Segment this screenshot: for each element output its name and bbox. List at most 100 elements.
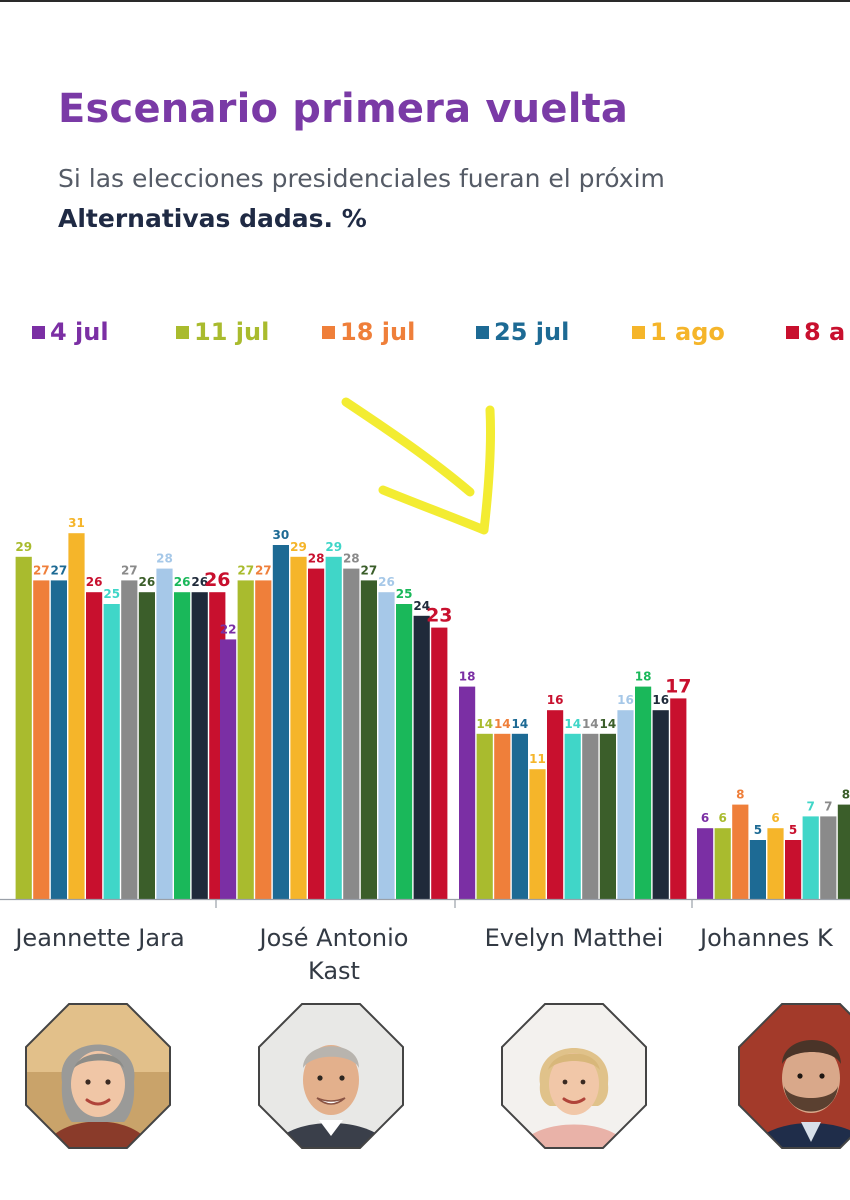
top-border	[0, 0, 850, 2]
value-label-0-8: 26	[139, 575, 156, 589]
bar-0-4	[68, 533, 85, 899]
legend-swatch	[476, 325, 489, 339]
value-label-3-2: 8	[736, 788, 744, 802]
bar-1-11	[413, 615, 430, 899]
candidate-name-line: Jeannette Jara	[15, 924, 185, 952]
candidate-name-line: Evelyn Matthei	[484, 924, 664, 952]
legend-label: 11 jul	[194, 318, 270, 346]
bar-2-5	[547, 710, 564, 899]
legend-item-11-jul: 11 jul	[176, 318, 269, 346]
chart-subtitle: Si las elecciones presidenciales fueran …	[58, 164, 665, 193]
bar-0-8	[138, 592, 155, 899]
value-label-0-5: 26	[86, 575, 103, 589]
chart-subtitle-units: Alternativas dadas. %	[58, 204, 367, 233]
candidate-label-kast: José Antonio Kast	[216, 922, 452, 988]
candidate-name-line: Johannes K	[700, 924, 833, 952]
bar-0-9	[156, 568, 173, 899]
value-label-3-6: 7	[807, 799, 815, 813]
bar-3-8	[837, 804, 850, 899]
avatar-kast	[257, 1002, 405, 1150]
value-label-2-12: 17	[665, 675, 691, 697]
value-label-1-8: 27	[361, 563, 378, 577]
bar-1-2	[255, 580, 272, 899]
avatar-matthei	[500, 1002, 648, 1150]
value-label-3-3: 5	[754, 823, 762, 837]
avatar-kaiser	[737, 1002, 850, 1150]
bar-2-7	[582, 733, 599, 899]
hand-drawn-arrow-annotation	[341, 397, 496, 535]
bar-2-12	[670, 698, 687, 899]
bar-2-0	[459, 686, 476, 899]
value-label-2-5: 16	[547, 693, 564, 707]
bar-2-2	[494, 733, 511, 899]
bar-3-0	[697, 828, 714, 899]
bar-1-6	[325, 556, 342, 899]
bar-1-4	[290, 556, 307, 899]
value-label-2-0: 18	[459, 670, 476, 684]
bar-1-5	[308, 568, 325, 899]
value-label-1-0: 22	[220, 622, 237, 636]
bar-0-3	[50, 580, 67, 899]
value-label-2-2: 14	[494, 717, 511, 731]
bar-2-3	[511, 733, 528, 899]
value-label-1-9: 26	[378, 575, 395, 589]
value-label-0-10: 26	[174, 575, 191, 589]
value-label-2-9: 16	[617, 693, 634, 707]
legend-label: 4 jul	[50, 318, 109, 346]
value-label-2-7: 14	[582, 717, 599, 731]
bars-layer	[15, 533, 850, 899]
value-label-1-6: 29	[325, 540, 342, 554]
legend-label: 18 jul	[340, 318, 416, 346]
bar-1-7	[343, 568, 360, 899]
legend-item-18-jul: 18 jul	[322, 318, 415, 346]
value-label-2-8: 14	[600, 717, 617, 731]
bar-2-4	[529, 769, 546, 899]
value-label-0-3: 27	[51, 563, 68, 577]
legend-item-4-jul: 4 jul	[32, 318, 109, 346]
bar-1-9	[378, 592, 395, 899]
value-label-1-12: 23	[426, 605, 452, 627]
value-label-2-4: 11	[529, 752, 546, 766]
value-label-3-5: 5	[789, 823, 797, 837]
axis-layer	[0, 898, 850, 908]
bar-0-5	[86, 592, 103, 899]
bar-0-10	[174, 592, 191, 899]
value-label-0-7: 27	[121, 563, 138, 577]
value-label-1-1: 27	[237, 563, 254, 577]
value-label-0-1: 29	[15, 540, 32, 554]
value-label-0-2: 27	[33, 563, 50, 577]
value-label-2-10: 18	[635, 670, 652, 684]
bar-3-3	[749, 840, 766, 899]
value-label-1-2: 27	[255, 563, 272, 577]
legend-item-8-ago: 8 a	[786, 318, 845, 346]
bar-2-6	[564, 733, 581, 899]
bar-0-2	[33, 580, 50, 899]
value-label-3-8: 8	[842, 788, 850, 802]
legend-swatch	[322, 325, 335, 339]
bar-1-12	[431, 627, 448, 899]
value-label-0-6: 25	[103, 587, 120, 601]
candidate-label-jara: Jeannette Jara	[0, 922, 218, 955]
value-label-1-4: 29	[290, 540, 307, 554]
candidate-name-line: José Antonio	[259, 924, 409, 952]
bar-0-1	[15, 556, 32, 899]
bar-2-8	[599, 733, 616, 899]
value-label-3-4: 6	[771, 811, 779, 825]
value-label-1-10: 25	[396, 587, 413, 601]
value-label-3-7: 7	[824, 799, 832, 813]
value-label-2-1: 14	[476, 717, 493, 731]
bar-2-9	[617, 710, 634, 899]
bar-3-4	[767, 828, 784, 899]
bar-1-8	[360, 580, 377, 899]
legend-label: 8 a	[804, 318, 846, 346]
value-label-3-0: 6	[701, 811, 709, 825]
value-label-0-11: 26	[191, 575, 208, 589]
value-label-1-7: 28	[343, 552, 360, 566]
legend-item-1-ago: 1 ago	[632, 318, 725, 346]
legend-swatch	[632, 325, 645, 339]
value-label-2-6: 14	[564, 717, 581, 731]
value-label-0-4: 31	[68, 516, 85, 530]
legend-swatch	[176, 325, 189, 339]
value-label-2-11: 16	[652, 693, 669, 707]
